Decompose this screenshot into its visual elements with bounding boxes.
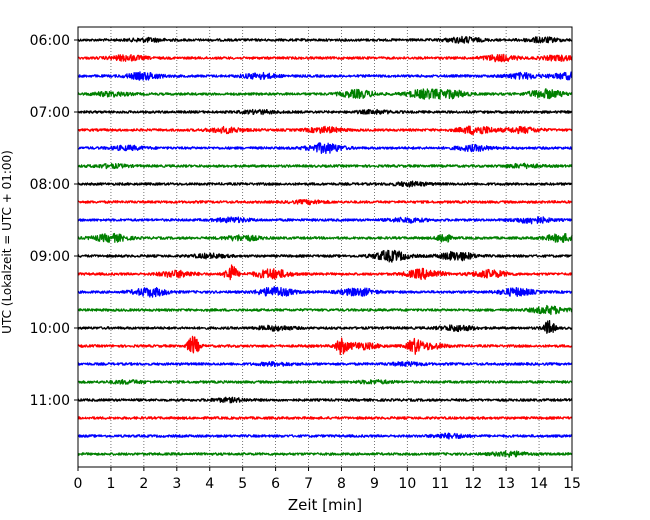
x-tick-label: 15	[563, 476, 581, 492]
y-axis-label: UTC (Lokalzeit = UTC + 01:00)	[0, 150, 14, 334]
seismic-trace	[77, 162, 573, 170]
seismic-trace	[77, 432, 573, 440]
x-tick-label: 3	[172, 476, 181, 492]
x-tick-label: 11	[431, 476, 449, 492]
seismic-trace	[77, 108, 573, 116]
x-tick-label: 5	[238, 476, 247, 492]
x-tick-label: 10	[398, 476, 416, 492]
seismic-trace	[77, 53, 573, 63]
x-tick-label: 6	[271, 476, 280, 492]
x-tick-label: 1	[106, 476, 115, 492]
seismic-trace	[77, 35, 573, 44]
seismic-trace	[77, 125, 573, 136]
seismic-trace	[77, 285, 573, 298]
x-axis: 0 1 2 3 4 5 6 7 8 9 10 11 12 13 14 15	[74, 467, 581, 492]
seismic-trace	[77, 264, 573, 281]
x-tick-label: 2	[139, 476, 148, 492]
y-tick-label: 11:00	[30, 393, 70, 409]
y-axis: 06:00 07:00 08:00 09:00 10:00 11:00	[30, 33, 78, 409]
seismic-trace	[77, 335, 573, 356]
seismic-trace	[77, 320, 573, 334]
seismic-trace	[77, 216, 573, 225]
y-tick-label: 09:00	[30, 249, 70, 265]
seismic-trace	[77, 180, 573, 188]
x-tick-label: 8	[337, 476, 346, 492]
y-tick-label: 08:00	[30, 177, 70, 193]
seismic-trace	[77, 198, 573, 206]
y-tick-label: 07:00	[30, 105, 70, 121]
x-axis-label: Zeit [min]	[288, 496, 362, 514]
grid-lines	[110, 27, 540, 467]
seismic-trace	[77, 396, 573, 404]
seismic-trace	[77, 450, 573, 458]
seismic-trace	[77, 304, 573, 316]
seismic-trace	[77, 379, 573, 385]
x-tick-label: 7	[304, 476, 313, 492]
seismic-trace	[77, 416, 573, 420]
y-tick-label: 10:00	[30, 321, 70, 337]
seismic-trace	[77, 232, 573, 244]
y-tick-label: 06:00	[30, 33, 70, 49]
seismic-trace	[77, 142, 573, 155]
seismic-trace	[77, 249, 573, 263]
x-tick-label: 0	[74, 476, 83, 492]
plot-frame	[77, 26, 573, 468]
x-tick-label: 13	[497, 476, 515, 492]
seismic-trace	[77, 71, 573, 81]
seismic-trace	[77, 88, 573, 100]
x-tick-label: 14	[530, 476, 548, 492]
x-tick-label: 4	[205, 476, 214, 492]
x-tick-label: 12	[464, 476, 482, 492]
trace-group	[77, 35, 573, 458]
seismic-trace	[77, 360, 573, 368]
x-tick-label: 9	[370, 476, 379, 492]
